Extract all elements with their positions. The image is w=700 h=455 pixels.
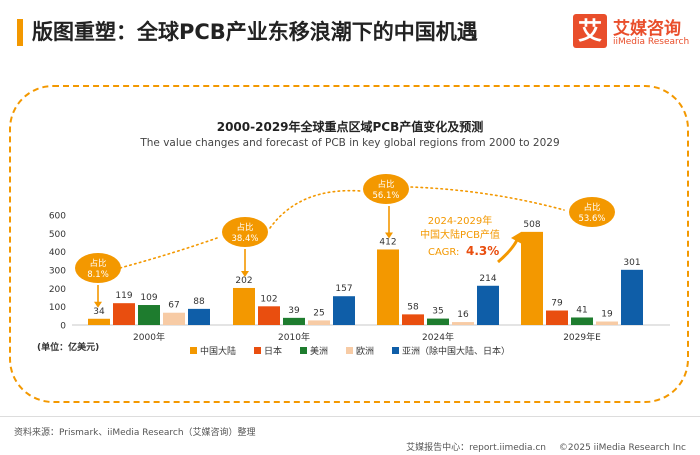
share-bubble-label: 占比 [236, 222, 253, 233]
cagr-value: 4.3% [466, 244, 499, 258]
bar-value-label: 41 [576, 305, 587, 315]
bar-1-3 [546, 310, 568, 325]
bar-value-label: 19 [601, 310, 613, 320]
share-bubble-label: 占比 [583, 202, 600, 213]
legend-label: 中国大陆 [200, 345, 236, 357]
bar-value-label: 35 [432, 307, 443, 317]
bar-1-1 [258, 306, 280, 325]
bar-value-label: 214 [479, 274, 496, 284]
bar-2-2 [427, 318, 449, 325]
bar-0-3 [521, 231, 543, 325]
legend-swatch [190, 347, 197, 354]
y-tick-label: 0 [60, 322, 66, 332]
legend-label: 欧洲 [356, 345, 374, 357]
bar-4-3 [621, 269, 643, 325]
bar-3-0 [163, 312, 185, 325]
x-tick-label: 2029年E [563, 331, 601, 343]
legend-swatch [300, 347, 307, 354]
chart-subtitle: The value changes and forecast of PCB in… [139, 137, 559, 149]
y-tick-label: 100 [49, 303, 66, 313]
y-tick-label: 300 [49, 267, 66, 277]
share-bubble-value: 53.6% [578, 214, 605, 224]
legend-swatch [392, 347, 399, 354]
share-bubble [75, 253, 121, 283]
bar-3-1 [308, 320, 330, 325]
y-axis-unit: (单位：亿美元) [37, 341, 99, 353]
share-bubble-value: 8.1% [87, 270, 109, 280]
bar-value-label: 109 [140, 293, 157, 303]
x-tick-label: 2000年 [133, 331, 165, 343]
chart-title: 2000-2029年全球重点区域PCB产值变化及预测 [217, 119, 484, 134]
legend-label: 日本 [264, 345, 282, 357]
footer-divider [0, 416, 700, 417]
bar-value-label: 88 [193, 297, 205, 307]
cagr-title-line2: 中国大陆PCB产值 [420, 228, 500, 241]
copyright-text: ©2025 iiMedia Research Inc [558, 443, 686, 453]
bar-4-2 [477, 285, 499, 325]
cagr-title-line1: 2024-2029年 [428, 214, 493, 227]
cagr-label: CAGR: [428, 247, 459, 258]
share-bubble [363, 174, 409, 204]
x-tick-label: 2024年 [422, 331, 454, 343]
bar-0-2 [377, 249, 399, 325]
bar-value-label: 58 [407, 302, 419, 312]
bar-value-label: 79 [551, 299, 563, 309]
share-bubble-label: 占比 [377, 179, 394, 190]
y-tick-label: 500 [49, 230, 66, 240]
bar-value-label: 16 [457, 310, 469, 320]
bar-value-label: 102 [260, 294, 277, 304]
share-trend-curve [119, 186, 565, 269]
bar-2-1 [283, 317, 305, 325]
report-center-link[interactable]: 艾媒报告中心：report.iimedia.cn [406, 443, 547, 453]
bar-3-2 [452, 322, 474, 325]
legend-swatch [346, 347, 353, 354]
bar-value-label: 202 [235, 276, 252, 286]
bar-0-0 [88, 318, 110, 325]
share-bubble [222, 217, 268, 247]
footer-info: 艾媒报告中心：report.iimedia.cn ©2025 iiMedia R… [396, 440, 686, 453]
brand-logo: 艾 艾媒咨询 iiMedia Research [573, 14, 695, 52]
cagr-arrow-head [511, 232, 522, 244]
chart-frame [9, 85, 689, 403]
y-tick-label: 400 [49, 248, 66, 258]
logo-name: 艾媒咨询 [613, 19, 681, 39]
x-tick-label: 2010年 [278, 331, 310, 343]
page-title: 版图重塑：全球PCB产业东移浪潮下的中国机遇 [32, 20, 478, 44]
share-bubble-label: 占比 [89, 258, 106, 269]
bar-value-label: 508 [523, 220, 540, 230]
source-note: 资料来源：Prismark、iiMedia Research（艾媒咨询）整理 [14, 428, 256, 438]
title-accent-bar [17, 19, 23, 46]
bar-2-3 [571, 317, 593, 325]
logo-english: iiMedia Research [613, 37, 690, 47]
legend-label: 亚洲（除中国大陆、日本） [402, 345, 510, 357]
bar-value-label: 301 [623, 258, 640, 268]
y-tick-label: 600 [49, 212, 66, 222]
bar-4-1 [333, 296, 355, 325]
share-arrow-head [241, 270, 249, 277]
bar-1-2 [402, 314, 424, 325]
y-tick-label: 200 [49, 285, 66, 295]
share-bubble [569, 197, 615, 227]
share-arrow-head [385, 232, 393, 239]
bar-2-0 [138, 305, 160, 325]
bar-value-label: 157 [335, 284, 352, 294]
bar-value-label: 412 [379, 237, 396, 247]
bar-value-label: 119 [115, 291, 132, 301]
bar-3-3 [596, 321, 618, 325]
bar-value-label: 25 [313, 308, 324, 318]
share-bubble-value: 56.1% [372, 191, 399, 201]
bar-value-label: 39 [288, 306, 300, 316]
bar-0-1 [233, 287, 255, 325]
logo-mark: 艾 [573, 14, 607, 48]
bar-value-label: 34 [93, 307, 105, 317]
legend-swatch [254, 347, 261, 354]
bar-4-0 [188, 308, 210, 325]
bar-1-0 [113, 303, 135, 325]
share-bubble-value: 38.4% [231, 234, 258, 244]
share-arrow-head [94, 301, 102, 308]
bar-value-label: 67 [168, 301, 179, 311]
cagr-arrow-stem [497, 239, 519, 264]
legend-label: 美洲 [310, 345, 328, 357]
